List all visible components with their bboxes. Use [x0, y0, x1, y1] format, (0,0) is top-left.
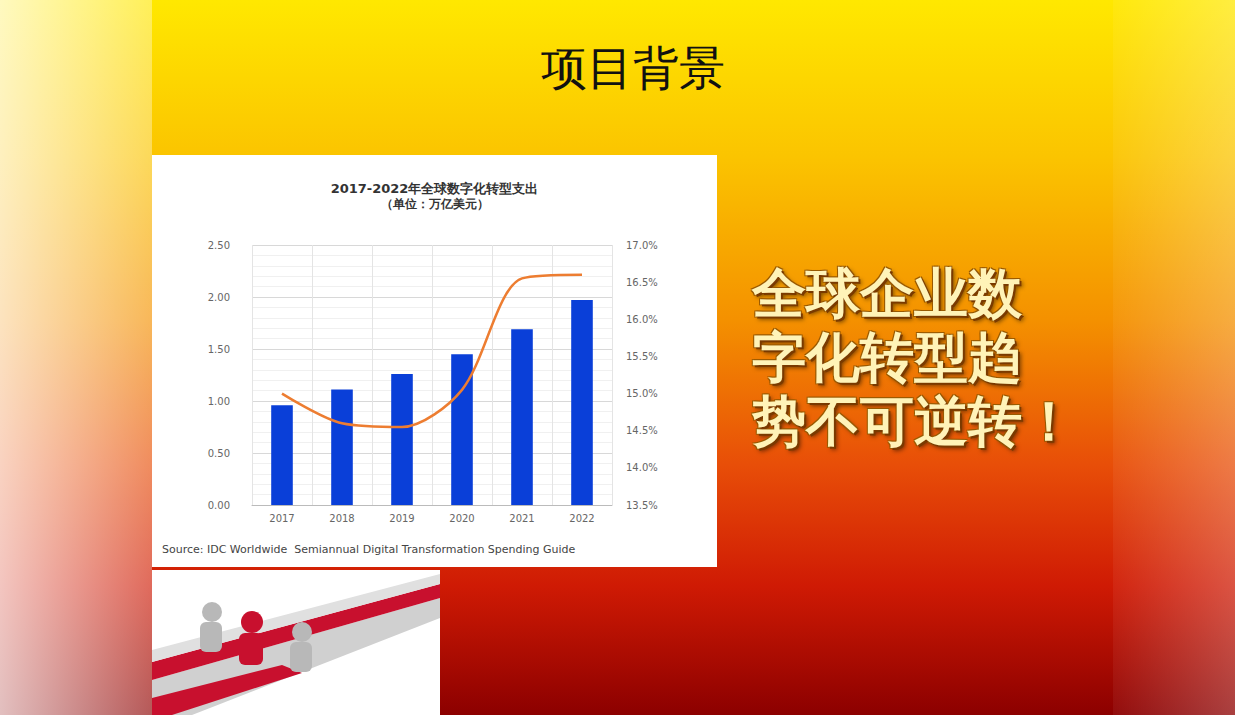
svg-text:2017: 2017 [269, 513, 294, 524]
svg-text:13.5%: 13.5% [626, 500, 658, 511]
html-text:项目背景: 项目背景 [540, 41, 725, 95]
html-text:势不可逆转！: 势不可逆转！ [752, 390, 1076, 453]
svg-text:16.0%: 16.0% [626, 314, 658, 325]
svg-text:16.5%: 16.5% [626, 277, 658, 288]
svg-text:2019: 2019 [389, 513, 414, 524]
svg-text:15.5%: 15.5% [626, 351, 658, 362]
svg-text:2021: 2021 [509, 513, 534, 524]
svg-text:2017-2022年全球数字化转型支出: 2017-2022年全球数字化转型支出 [331, 181, 539, 196]
svg-text:1.50: 1.50 [208, 344, 230, 355]
svg-text:15.0%: 15.0% [626, 388, 658, 399]
svg-text:2.00: 2.00 [208, 292, 230, 303]
html-text:字化转型趋: 字化转型趋 [752, 326, 1022, 389]
svg-text:Source: IDC Worldwide Semiann: Source: IDC Worldwide Semiannual Digital… [162, 543, 576, 556]
svg-text:2.50: 2.50 [208, 240, 230, 251]
svg-text:2020: 2020 [449, 513, 474, 524]
svg-text:1.00: 1.00 [208, 396, 230, 407]
svg-text:14.0%: 14.0% [626, 462, 658, 473]
svg-text:2018: 2018 [329, 513, 354, 524]
svg-text:（单位：万亿美元）: （单位：万亿美元） [381, 197, 489, 211]
svg-text:0.50: 0.50 [208, 448, 230, 459]
svg-text:0.00: 0.00 [208, 500, 230, 511]
svg-text:14.5%: 14.5% [626, 425, 658, 436]
svg-text:17.0%: 17.0% [626, 240, 658, 251]
svg-text:2022: 2022 [569, 513, 594, 524]
html-text:全球企业数: 全球企业数 [752, 262, 1022, 325]
